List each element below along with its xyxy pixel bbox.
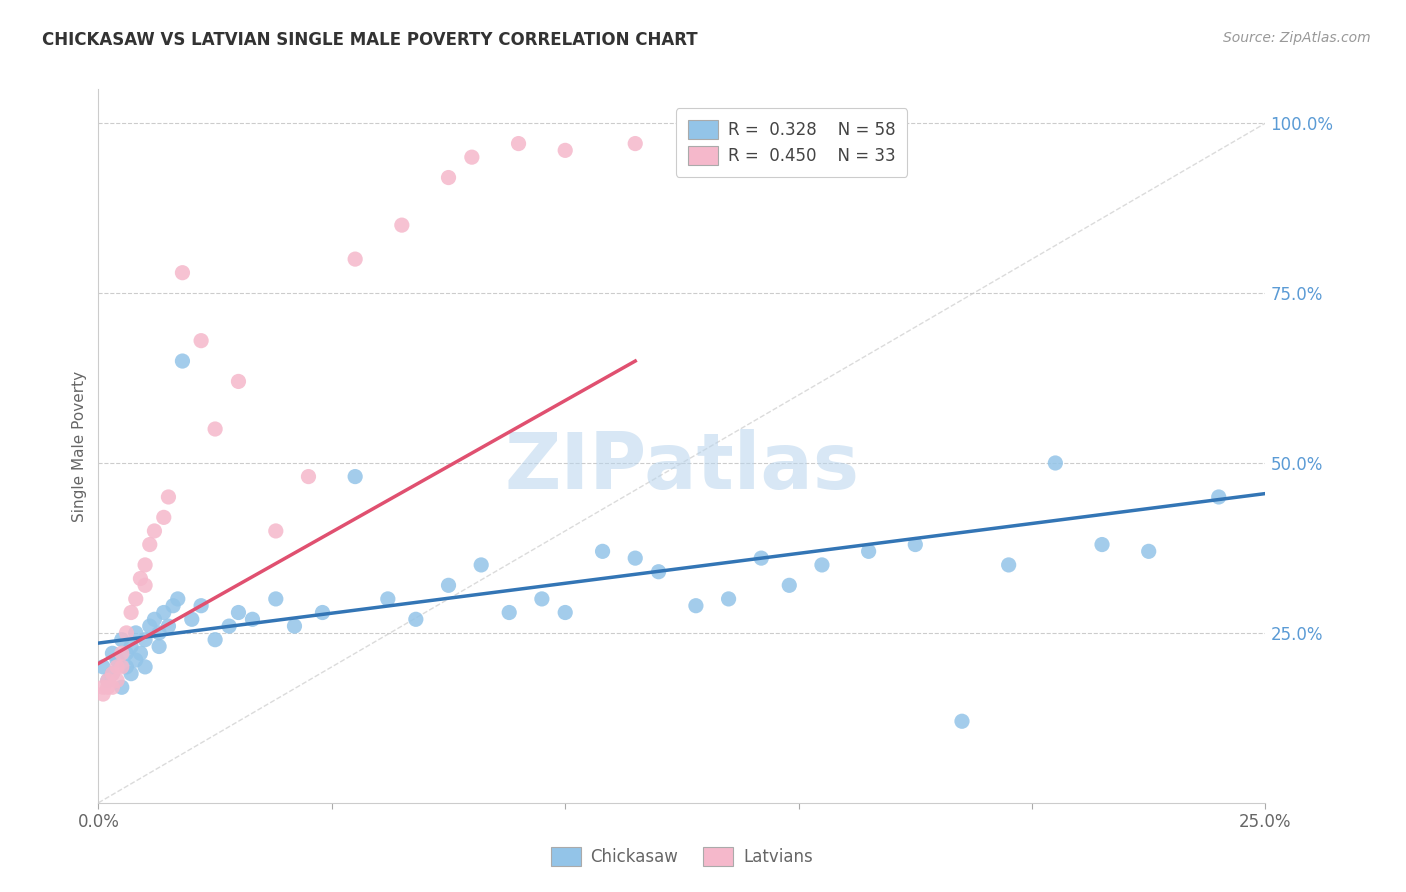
Point [1208, 490, 1230, 504]
Point [152, 510, 174, 524]
Text: ZIPatlas: ZIPatlas [505, 429, 859, 506]
Point [139, 619, 162, 633]
Point [172, 354, 194, 368]
Point [498, 606, 520, 620]
Point [344, 252, 367, 266]
Point [105, 653, 128, 667]
Point [101, 666, 124, 681]
Point [297, 469, 319, 483]
Point [508, 136, 530, 151]
Point [172, 266, 194, 280]
Point [554, 606, 576, 620]
Point [91, 687, 114, 701]
Point [190, 334, 212, 348]
Point [134, 660, 156, 674]
Point [162, 599, 184, 613]
Point [143, 524, 166, 538]
Point [811, 558, 834, 572]
Point [111, 680, 134, 694]
Point [218, 619, 240, 633]
Point [125, 653, 148, 667]
Point [264, 524, 287, 538]
Point [148, 626, 170, 640]
Point [97, 673, 120, 688]
Point [148, 640, 170, 654]
Point [470, 558, 492, 572]
Text: CHICKASAW VS LATVIAN SINGLE MALE POVERTY CORRELATION CHART: CHICKASAW VS LATVIAN SINGLE MALE POVERTY… [42, 31, 697, 49]
Point [115, 660, 138, 674]
Point [204, 632, 226, 647]
Point [778, 578, 800, 592]
Point [111, 660, 134, 674]
Point [1137, 544, 1160, 558]
Point [134, 632, 156, 647]
Point [97, 673, 120, 688]
Point [134, 558, 156, 572]
Point [437, 170, 460, 185]
Point [139, 537, 162, 551]
Text: Source: ZipAtlas.com: Source: ZipAtlas.com [1223, 31, 1371, 45]
Point [344, 469, 367, 483]
Point [157, 490, 180, 504]
Point [101, 646, 124, 660]
Point [904, 537, 927, 551]
Point [115, 626, 138, 640]
Point [101, 680, 124, 694]
Point [157, 619, 180, 633]
Point [101, 666, 124, 681]
Point [111, 646, 134, 660]
Point [950, 714, 973, 729]
Point [530, 591, 553, 606]
Point [143, 612, 166, 626]
Point [105, 660, 128, 674]
Point [125, 626, 148, 640]
Point [97, 680, 120, 694]
Point [134, 578, 156, 592]
Point [391, 218, 413, 232]
Point [997, 558, 1019, 572]
Point [592, 544, 614, 558]
Point [377, 591, 399, 606]
Point [115, 646, 138, 660]
Legend: Chickasaw, Latvians: Chickasaw, Latvians [544, 840, 820, 873]
Point [105, 673, 128, 688]
Point [405, 612, 427, 626]
Point [129, 646, 152, 660]
Y-axis label: Single Male Poverty: Single Male Poverty [72, 370, 87, 522]
Point [152, 606, 174, 620]
Point [311, 606, 333, 620]
Point [437, 578, 460, 592]
Point [685, 599, 707, 613]
Point [129, 572, 152, 586]
Point [180, 612, 202, 626]
Point [125, 591, 148, 606]
Point [717, 591, 740, 606]
Point [111, 632, 134, 647]
Point [120, 640, 142, 654]
Point [228, 606, 250, 620]
Point [1045, 456, 1067, 470]
Point [242, 612, 264, 626]
Point [1091, 537, 1114, 551]
Point [91, 660, 114, 674]
Point [624, 136, 647, 151]
Point [749, 551, 772, 566]
Point [858, 544, 880, 558]
Point [120, 666, 142, 681]
Point [461, 150, 484, 164]
Point [120, 606, 142, 620]
Point [190, 599, 212, 613]
Point [554, 144, 576, 158]
Point [624, 551, 647, 566]
Point [228, 375, 250, 389]
Point [283, 619, 305, 633]
Point [264, 591, 287, 606]
Point [91, 680, 114, 694]
Point [204, 422, 226, 436]
Point [166, 591, 188, 606]
Point [647, 565, 669, 579]
